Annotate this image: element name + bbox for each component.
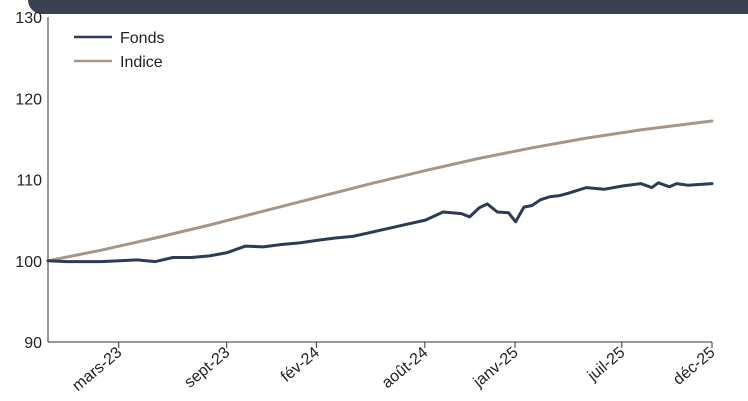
y-tick-label: 110 bbox=[16, 173, 42, 190]
top-banner-band bbox=[28, 0, 748, 14]
y-tick-label: 100 bbox=[15, 254, 42, 271]
legend-label-indice: Indice bbox=[120, 54, 163, 71]
legend: Fonds Indice bbox=[74, 30, 164, 71]
y-tick-label: 130 bbox=[15, 10, 42, 27]
x-tick-label: juil-25 bbox=[584, 344, 628, 385]
y-tick-label: 120 bbox=[15, 91, 42, 108]
series-line-indice bbox=[46, 119, 714, 263]
x-tick-label: mars-23 bbox=[69, 344, 125, 395]
series-lines bbox=[46, 119, 714, 264]
x-tick-label: fév-24 bbox=[278, 344, 323, 386]
x-tick-label: sept-23 bbox=[181, 344, 233, 391]
x-tick-label: août-24 bbox=[379, 344, 432, 392]
y-tick-label: 90 bbox=[24, 335, 42, 352]
y-axis: 90 100 110 120 130 bbox=[15, 10, 49, 352]
x-tick-label: déc-25 bbox=[670, 344, 718, 389]
x-tick-label: janv-25 bbox=[470, 344, 522, 391]
legend-label-fonds: Fonds bbox=[120, 30, 164, 47]
x-axis: mars-23 sept-23 fév-24 août-24 janv-25 juil-2… bbox=[48, 341, 719, 395]
series-line-fonds bbox=[46, 181, 714, 264]
